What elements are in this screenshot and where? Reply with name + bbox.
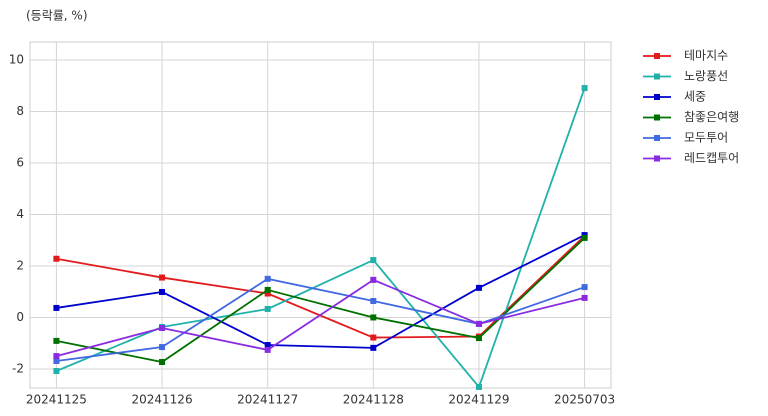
x-tick-label: 20241128 [343,393,404,407]
plot-area [29,41,612,389]
point-marker [159,288,166,295]
point-marker [159,274,166,281]
series-line [56,87,586,389]
x-tick-label: 20241126 [132,393,193,407]
point-marker [581,85,588,92]
point-marker [53,337,60,344]
point-marker [264,305,271,312]
legend-marker [654,94,660,100]
point-marker [264,346,271,353]
series-line [56,234,585,349]
legend-label: 레드캡투어 [684,151,739,165]
x-tick-label: 20241127 [237,393,298,407]
legend-marker [654,155,660,162]
point-marker [159,344,166,351]
series-line [56,237,586,363]
point-marker [370,276,377,283]
point-marker [53,304,60,311]
point-marker [370,297,377,304]
point-marker [264,286,271,293]
point-marker [581,294,588,301]
point-marker [159,358,166,365]
x-tick-label: 20241129 [448,393,509,407]
legend-label: 참좋은여행 [684,109,739,124]
point-marker [475,383,482,390]
y-tick-label: 4 [16,207,24,221]
y-tick-label: 8 [16,104,24,118]
legend-marker [654,135,660,141]
legend-label: 노랑풍선 [684,69,728,83]
y-tick-label: 6 [16,155,24,169]
point-marker [264,342,271,349]
point-marker [53,368,60,375]
y-tick-label: 10 [9,53,24,67]
x-tick-label: 20250703 [554,393,615,407]
point-marker [264,275,271,282]
y-axis-label: (등락률, %) [26,9,88,23]
point-marker [370,334,377,341]
point-marker [475,335,482,342]
point-marker [159,325,166,332]
legend-marker [654,73,660,80]
point-marker [264,290,271,297]
y-tick-label: 2 [16,258,24,272]
point-marker [370,314,377,321]
legend-label: 테마지수 [684,49,728,63]
legend-marker [654,53,660,59]
point-marker [53,353,60,360]
point-marker [370,344,377,351]
point-marker [475,284,482,291]
point-marker [53,255,60,262]
point-marker [581,284,588,291]
legend-label: 세중 [684,90,706,104]
series-line [56,278,585,357]
legend-marker [654,114,660,121]
legend-label: 모두투어 [684,131,728,145]
point-marker [370,257,377,264]
x-tick-label: 20241125 [26,393,87,407]
series-line [56,277,585,362]
y-tick-label: -2 [12,361,24,375]
point-marker [581,234,588,241]
point-marker [475,320,482,327]
y-tick-label: 0 [16,310,24,324]
point-marker [53,357,60,364]
